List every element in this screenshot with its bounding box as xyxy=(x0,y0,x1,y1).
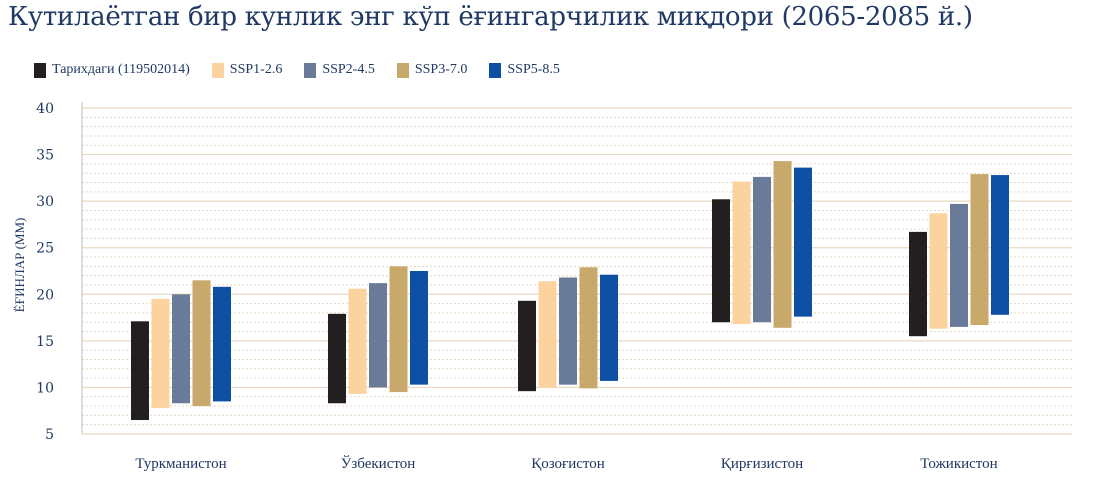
bar-4-series-3 xyxy=(753,176,771,323)
legend-label-ssp1: SSP1-2.6 xyxy=(229,62,283,77)
bar-3-series-3 xyxy=(559,277,577,385)
x-category-label: Тожикистон xyxy=(920,456,997,472)
bar-3-series-4 xyxy=(579,267,598,389)
legend-item-ssp3: SSP3-7.0 xyxy=(396,62,468,78)
bar-4-series-5 xyxy=(794,167,812,317)
bar-5-series-2 xyxy=(929,213,948,329)
x-category-label: Туркманистон xyxy=(135,456,226,472)
bar-2-series-3 xyxy=(369,283,387,388)
y-tick-label: 40 xyxy=(36,101,54,117)
legend-item-ssp2: SSP2-4.5 xyxy=(304,62,375,78)
y-tick-label: 10 xyxy=(36,380,54,396)
bar-5-series-4 xyxy=(970,174,989,326)
x-category-label: Қирғизистон xyxy=(721,456,803,472)
chart-title: Кутилаётган бир кунлик энг кўп ёғингарчи… xyxy=(8,2,973,32)
legend-label-ssp3: SSP3-7.0 xyxy=(414,62,468,77)
bar-2-series-4 xyxy=(389,266,408,393)
bar-3-series-1 xyxy=(518,300,536,392)
legend-label-historical: Тарихдаги (119502014) xyxy=(52,62,190,77)
bar-5-series-1 xyxy=(909,231,927,337)
bar-5-series-5 xyxy=(991,175,1009,315)
bar-2-series-2 xyxy=(348,288,367,394)
bar-4-series-1 xyxy=(712,199,730,323)
x-category-label: Қозоғистон xyxy=(531,456,605,472)
y-tick-label: 25 xyxy=(36,241,54,257)
y-tick-label: 5 xyxy=(45,427,54,443)
legend-swatch-historical xyxy=(34,62,46,78)
bar-3-series-2 xyxy=(538,281,557,388)
y-tick-label: 30 xyxy=(36,194,54,210)
bar-3-series-5 xyxy=(600,274,618,381)
bar-1-series-3 xyxy=(172,294,190,404)
bar-4-series-4 xyxy=(773,161,792,328)
legend-swatch-ssp3 xyxy=(396,62,409,78)
legend-label-ssp2: SSP2-4.5 xyxy=(322,62,375,77)
legend-swatch-ssp1 xyxy=(211,62,224,78)
legend-swatch-ssp2 xyxy=(304,62,317,78)
y-tick-label: 35 xyxy=(36,148,54,164)
x-category-label: Ўзбекистон xyxy=(341,455,416,472)
bar-1-series-5 xyxy=(213,286,231,402)
legend-item-ssp5: SSP5-8.5 xyxy=(489,62,560,78)
bar-5-series-3 xyxy=(950,203,968,327)
bar-2-series-1 xyxy=(328,313,346,404)
y-tick-label: 15 xyxy=(36,334,54,350)
legend-label-ssp5: SSP5-8.5 xyxy=(507,62,560,77)
bar-4-series-2 xyxy=(732,181,751,325)
y-tick-label: 20 xyxy=(36,287,54,303)
legend-swatch-ssp5 xyxy=(489,62,502,78)
legend-item-ssp1: SSP1-2.6 xyxy=(211,62,283,78)
bar-1-series-2 xyxy=(151,298,170,408)
y-axis-label: ЁҒИНЛАР (ММ) xyxy=(12,218,27,313)
chart-legend: Тарихдаги (119502014) SSP1-2.6 SSP2-4.5 … xyxy=(34,60,582,80)
bar-2-series-5 xyxy=(410,271,428,385)
legend-item-historical: Тарихдаги (119502014) xyxy=(34,62,190,78)
bar-1-series-1 xyxy=(131,321,149,421)
bar-1-series-4 xyxy=(192,280,211,407)
